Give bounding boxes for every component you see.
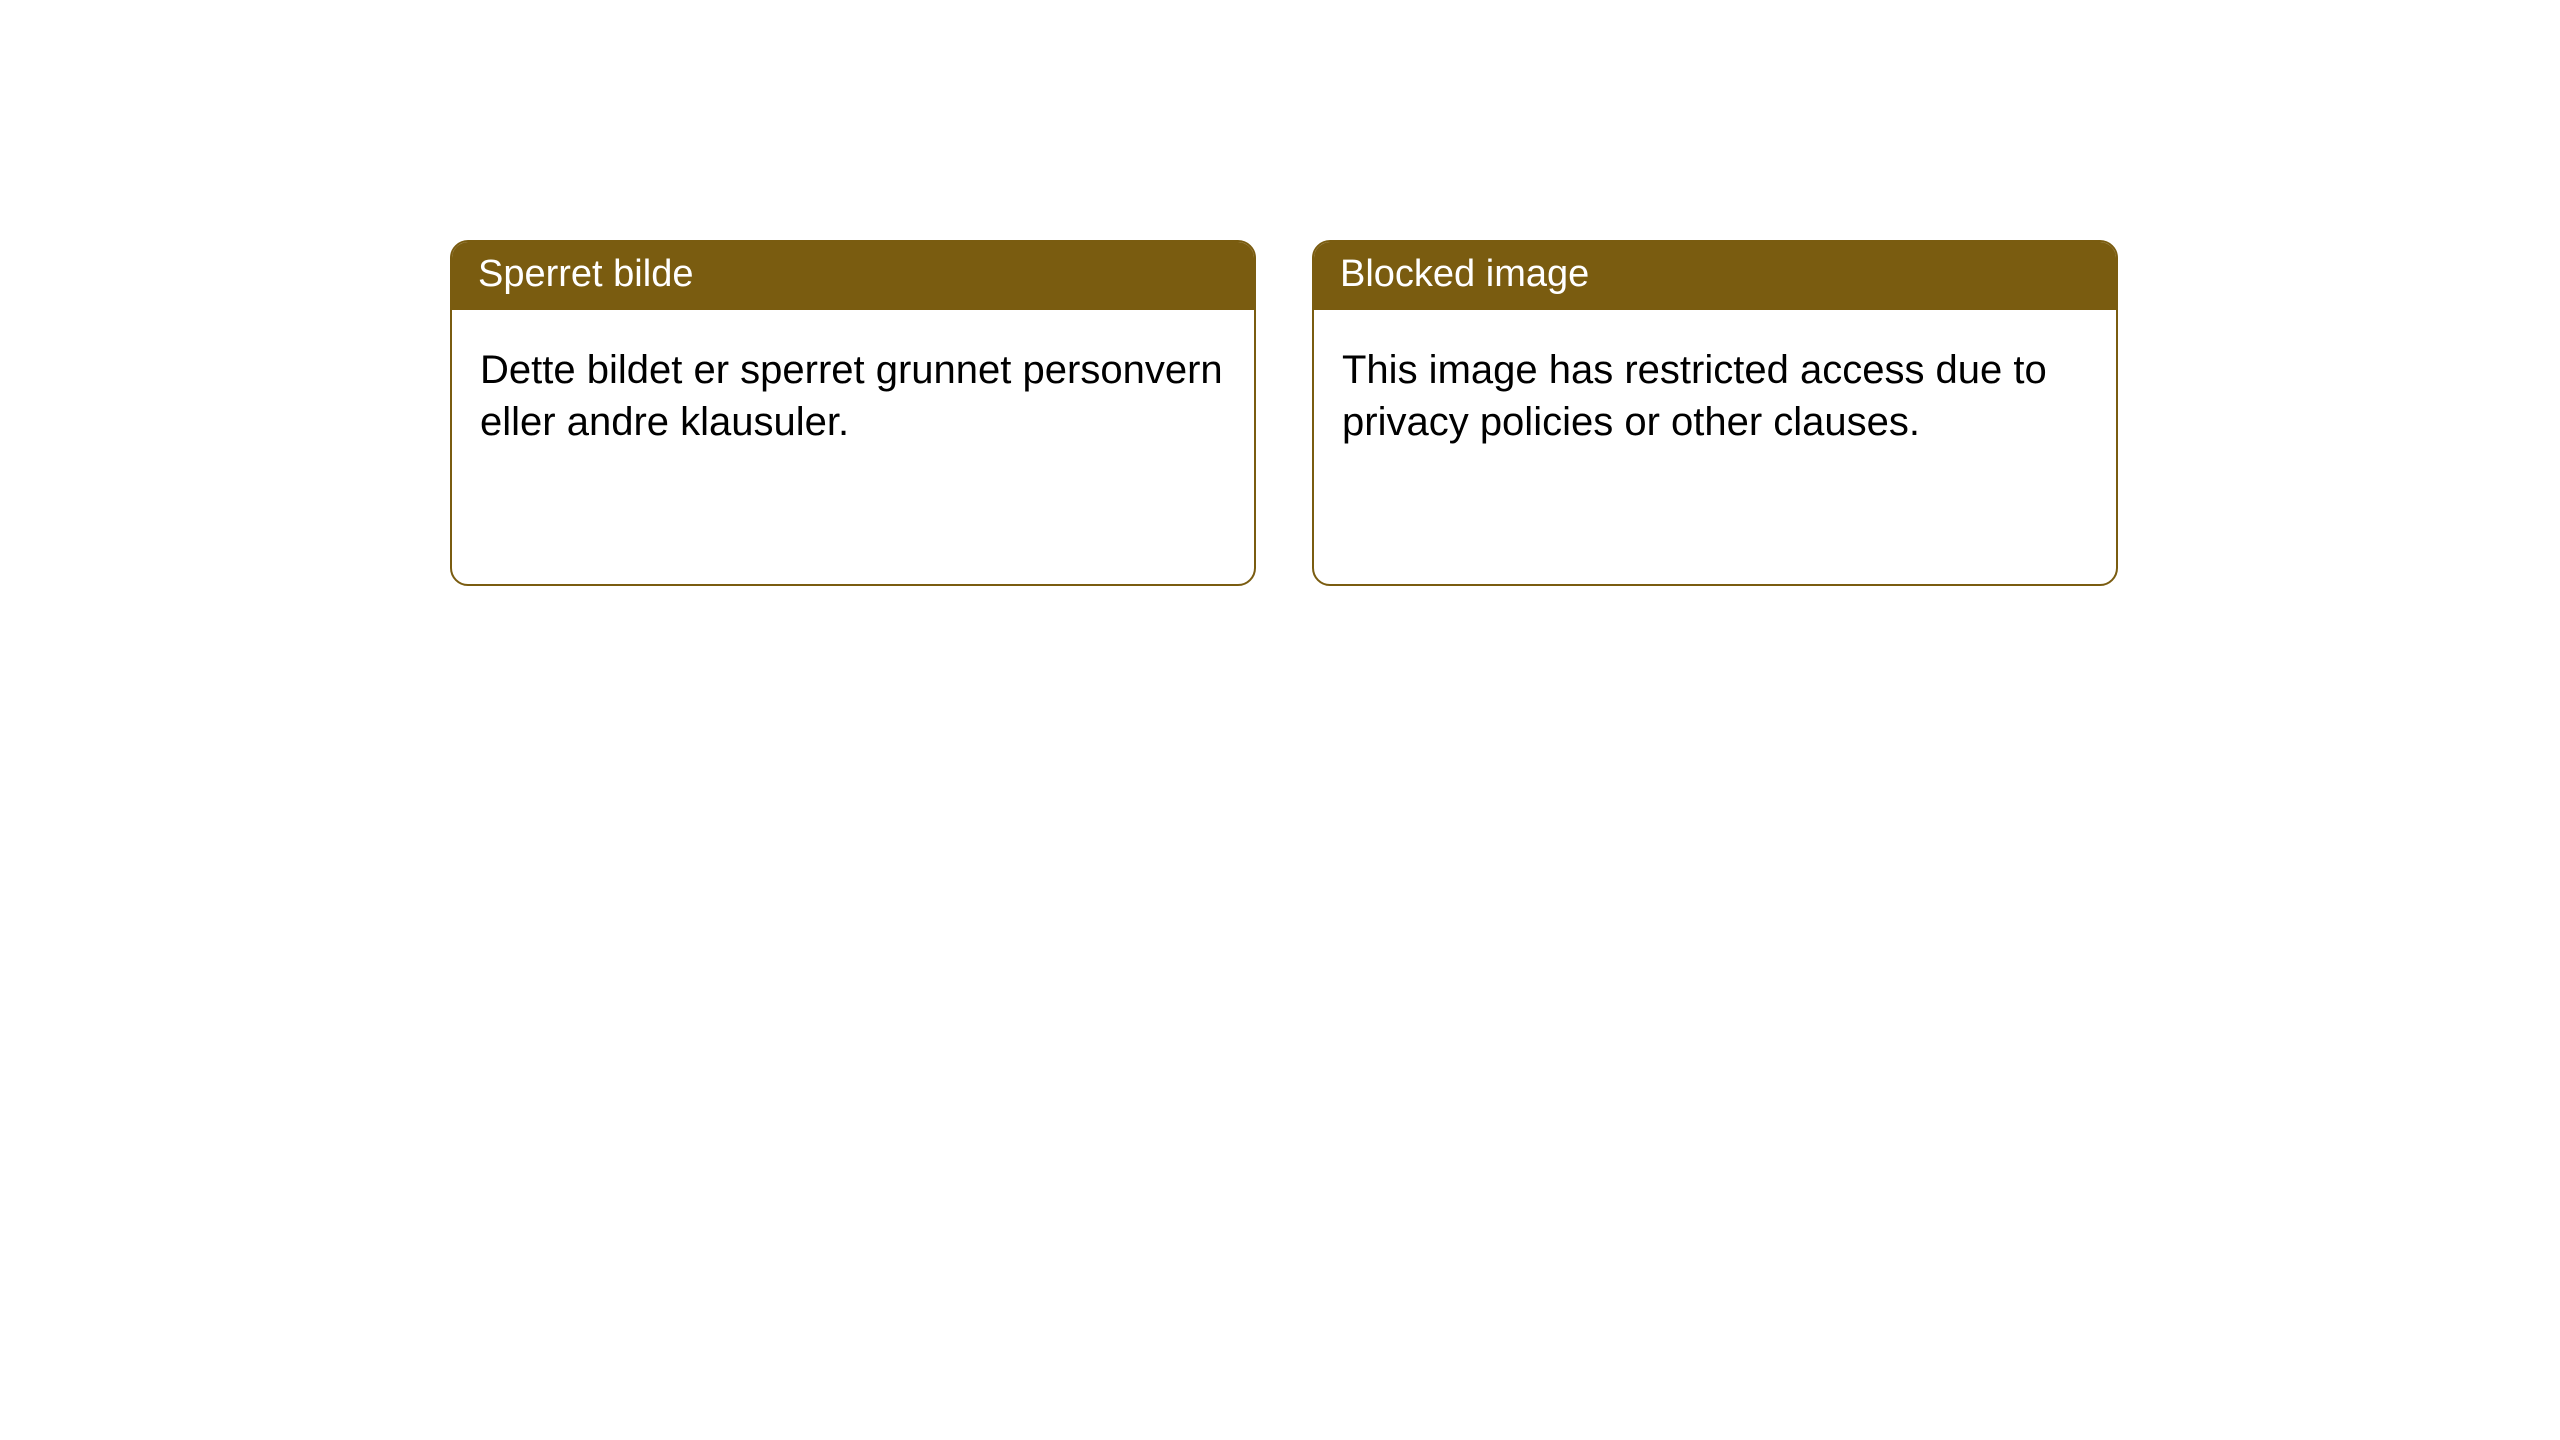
notice-title: Blocked image bbox=[1314, 242, 2116, 310]
notice-body: Dette bildet er sperret grunnet personve… bbox=[452, 310, 1254, 584]
notice-container: Sperret bilde Dette bildet er sperret gr… bbox=[0, 0, 2560, 586]
notice-title: Sperret bilde bbox=[452, 242, 1254, 310]
notice-body: This image has restricted access due to … bbox=[1314, 310, 2116, 584]
notice-box-norwegian: Sperret bilde Dette bildet er sperret gr… bbox=[450, 240, 1256, 586]
notice-box-english: Blocked image This image has restricted … bbox=[1312, 240, 2118, 586]
